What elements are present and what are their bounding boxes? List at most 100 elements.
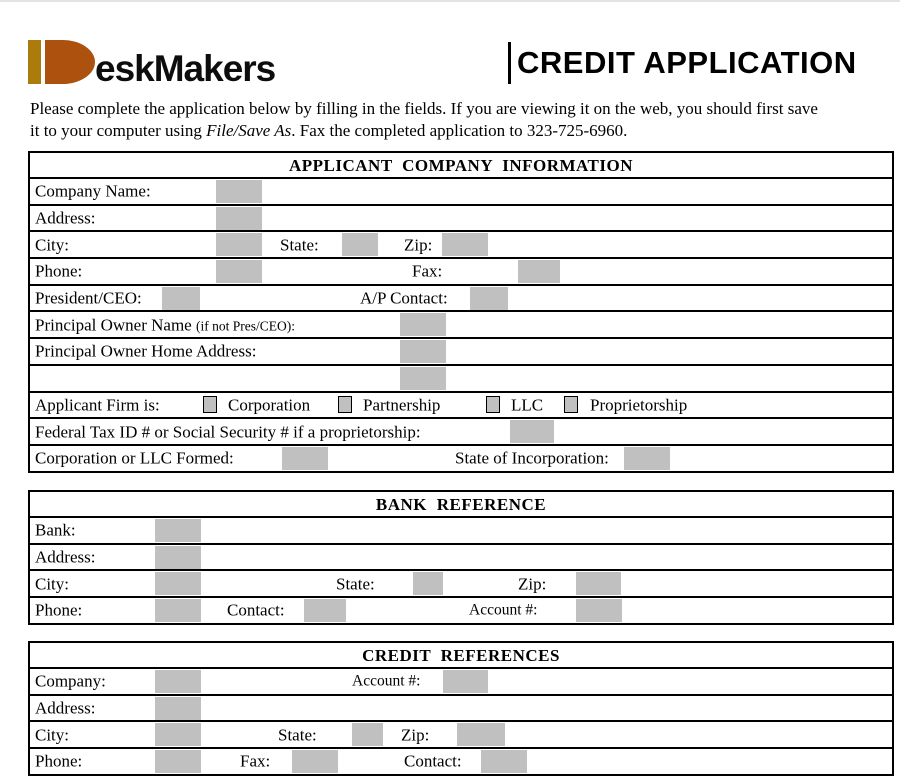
applicant-phone-row: Phone: Fax: [30, 257, 892, 284]
bank-city-row: City: State: Zip: [30, 569, 892, 596]
principal-owner-address2-field[interactable] [400, 366, 446, 390]
bank-phone-label: Phone: [35, 600, 83, 620]
applicant-city-row: City: State: Zip: [30, 230, 892, 257]
credit-phone-row: Phone: Fax: Contact: [30, 747, 892, 774]
credit-address-label: Address: [35, 698, 96, 718]
credit-state-field[interactable] [352, 723, 383, 747]
fax-label: Fax: [412, 261, 443, 281]
corporation-checkbox[interactable] [203, 395, 217, 413]
credit-company-row: Company: Account #: [30, 667, 892, 694]
credit-zip-label: Zip: [401, 725, 430, 745]
address-label: Address: [35, 208, 96, 228]
bank-label: Bank: [35, 520, 76, 540]
company-name-label: Company Name: [35, 181, 151, 201]
firm-type-row: Applicant Firm is: Corporation Partnersh… [30, 390, 892, 418]
credit-company-label: Company: [35, 671, 106, 691]
applicant-address-field[interactable] [216, 206, 262, 230]
principal-owner-name-field[interactable] [400, 313, 446, 337]
credit-phone-field[interactable] [155, 750, 201, 774]
bank-state-label: State: [336, 574, 375, 594]
principal-owner-address2-row [30, 363, 892, 391]
credit-address-row: Address: [30, 693, 892, 721]
intro-line2-italic: File/Save As [206, 120, 292, 140]
bank-account-field[interactable] [576, 599, 622, 623]
credit-contact-label: Contact: [404, 751, 462, 771]
applicant-company-name-field[interactable] [216, 180, 262, 203]
corporation-label: Corporation [228, 395, 311, 415]
bank-phone-field[interactable] [155, 599, 201, 623]
bank-name-field[interactable] [155, 519, 201, 542]
partnership-label: Partnership [363, 395, 441, 415]
principal-owner-address-label: Principal Owner Home Address: [35, 341, 257, 361]
intro-line2-pre: it to your computer using [30, 120, 207, 140]
page-title: CREDIT APPLICATION [508, 42, 857, 84]
logo-d-icon [45, 40, 95, 84]
top-edge-divider [0, 0, 900, 2]
bank-account-label: Account #: [469, 601, 538, 619]
credit-account-field[interactable] [443, 670, 488, 693]
tax-id-label: Federal Tax ID # or Social Security # if… [35, 422, 421, 442]
principal-owner-name-text: Principal Owner Name [35, 315, 196, 335]
credit-city-field[interactable] [155, 723, 201, 747]
state-of-incorporation-label: State of Incorporation: [455, 448, 609, 468]
applicant-fax-field[interactable] [518, 260, 560, 284]
credit-city-row: City: State: Zip: [30, 720, 892, 747]
bank-section-header: BANK REFERENCE [375, 495, 547, 514]
proprietorship-checkbox[interactable] [564, 395, 578, 413]
partnership-checkbox[interactable] [338, 395, 352, 413]
bank-table: BANK REFERENCE Bank: Address: City: Stat… [28, 490, 894, 625]
intro-paragraph: Please complete the application below by… [30, 98, 898, 141]
applicant-address-row: Address: [30, 203, 892, 231]
applicant-president-row: President/CEO: A/P Contact: [30, 283, 892, 311]
formed-row: Corporation or LLC Formed: State of Inco… [30, 443, 892, 471]
ap-contact-field[interactable] [470, 286, 508, 310]
formed-field[interactable] [282, 446, 328, 470]
bank-zip-label: Zip: [518, 574, 547, 594]
credit-account-label: Account #: [352, 672, 421, 690]
bank-address-field[interactable] [155, 545, 201, 569]
president-label: President/CEO: [35, 288, 142, 308]
bank-name-row: Bank: [30, 516, 892, 543]
applicant-city-field[interactable] [216, 233, 262, 257]
llc-label: LLC [511, 395, 544, 415]
zip-label: Zip: [404, 235, 433, 255]
president-field[interactable] [162, 286, 200, 310]
deskmakers-logo: eskMakers [28, 38, 276, 89]
credit-state-label: State: [278, 725, 317, 745]
llc-checkbox[interactable] [486, 395, 500, 413]
principal-owner-name-label: Principal Owner Name (if not Pres/CEO): [35, 316, 295, 333]
bank-city-field[interactable] [155, 572, 201, 596]
credit-city-label: City: [35, 725, 70, 745]
bank-address-label: Address: [35, 547, 96, 567]
credit-contact-field[interactable] [481, 750, 527, 774]
bank-contact-label: Contact: [227, 600, 285, 620]
principal-owner-address-field[interactable] [400, 340, 446, 364]
bank-zip-field[interactable] [576, 572, 621, 596]
applicant-table: APPLICANT COMPANY INFORMATION Company Na… [28, 151, 894, 473]
applicant-section-header: APPLICANT COMPANY INFORMATION [288, 156, 634, 175]
phone-label: Phone: [35, 261, 83, 281]
credit-zip-field[interactable] [457, 723, 505, 747]
bank-address-row: Address: [30, 542, 892, 570]
bank-state-field[interactable] [413, 572, 443, 596]
applicant-zip-field[interactable] [442, 233, 488, 257]
formed-label: Corporation or LLC Formed: [35, 448, 234, 468]
tax-id-row: Federal Tax ID # or Social Security # if… [30, 417, 892, 444]
applicant-phone-field[interactable] [216, 260, 262, 284]
logo-gold-bar-icon [28, 40, 41, 84]
intro-line2-post: . Fax the completed application to 323-7… [291, 120, 628, 140]
state-of-incorporation-field[interactable] [624, 446, 670, 470]
applicant-state-field[interactable] [342, 233, 378, 257]
credit-phone-label: Phone: [35, 751, 83, 771]
credit-fax-field[interactable] [292, 750, 338, 774]
logo-text: eskMakers [95, 47, 276, 89]
tax-id-field[interactable] [510, 420, 554, 444]
bank-city-label: City: [35, 574, 70, 594]
credit-address-field[interactable] [155, 696, 201, 720]
bank-phone-row: Phone: Contact: Account #: [30, 596, 892, 623]
bank-contact-field[interactable] [304, 599, 346, 623]
credit-fax-label: Fax: [240, 751, 271, 771]
credit-company-field[interactable] [155, 670, 201, 693]
intro-line1: Please complete the application below by… [30, 99, 818, 118]
